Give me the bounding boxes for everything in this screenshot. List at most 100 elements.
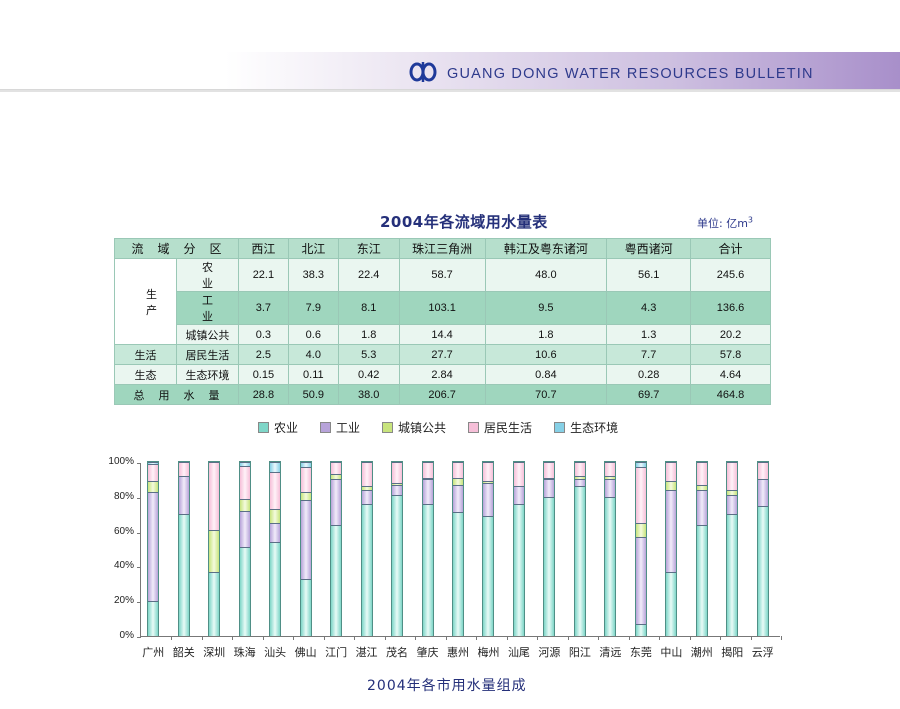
bar-segment-pub	[483, 481, 494, 483]
bulletin-title: GUANG DONG WATER RESOURCES BULLETIN	[447, 66, 814, 82]
bar-segment-ag	[239, 547, 250, 636]
bar-segment-pub	[239, 498, 250, 511]
bar-segment-pub	[635, 522, 646, 537]
cell: 9.5	[484, 291, 608, 325]
x-tick-label: 珠海	[233, 646, 256, 659]
x-tick	[262, 636, 264, 640]
bar-segment-ind	[331, 479, 342, 525]
unit-label: 单位: 亿m3	[697, 215, 754, 230]
bar-segment-ind	[422, 479, 433, 504]
legend-label: 居民生活	[484, 421, 533, 435]
x-tick-label: 肇庆	[416, 646, 439, 659]
group-cell: 生活	[114, 344, 177, 365]
x-tick-label: 阳江	[568, 646, 591, 659]
cell: 14.4	[398, 324, 486, 345]
legend-item-ag: 农业	[258, 419, 298, 436]
bar-河源	[543, 461, 556, 636]
x-tick	[781, 636, 782, 640]
bar-segment-ag	[361, 503, 372, 636]
row-label: 生态环境	[175, 364, 239, 385]
bar-潮州	[695, 461, 708, 636]
bar-segment-ind	[300, 500, 311, 579]
plot-area	[137, 461, 782, 640]
x-tick	[750, 636, 752, 640]
cell: 22.1	[237, 258, 289, 292]
bar-segment-ind	[757, 479, 768, 506]
table-total-row: 总用水量 28.8 50.9 38.0 206.7 70.7 69.7 464.…	[114, 384, 771, 405]
bar-韶关	[177, 461, 190, 636]
cell: 245.6	[690, 258, 771, 292]
x-tick-label: 汕尾	[507, 646, 530, 659]
bar-segment-res	[635, 467, 646, 523]
x-tick-label: 云浮	[751, 646, 774, 659]
legend-item-ind: 工业	[320, 419, 360, 436]
cell: 0.28	[606, 364, 692, 385]
y-tick	[137, 497, 141, 499]
cell: 464.8	[690, 384, 771, 405]
table-row: 生活 居民生活 2.5 4.0 5.3 27.7 10.6 7.7 57.8	[114, 344, 771, 365]
bar-segment-pub	[666, 481, 677, 490]
x-tick	[598, 636, 600, 640]
header-cell: 合计	[690, 238, 771, 259]
legend-swatch-icon	[382, 422, 394, 433]
bar-segment-res	[392, 462, 403, 483]
y-tick-label: 0%	[119, 630, 134, 641]
legend-swatch-icon	[554, 422, 566, 433]
x-tick-label: 梅州	[477, 646, 500, 659]
x-tick	[171, 636, 173, 640]
bar-segment-res	[605, 462, 616, 476]
table-row: 生态 生态环境 0.15 0.11 0.42 2.84 0.84 0.28 4.…	[114, 364, 771, 385]
x-tick	[689, 636, 691, 640]
bar-segment-res	[178, 462, 189, 476]
bar-segment-ag	[422, 503, 433, 636]
x-tick-label: 茂名	[386, 646, 409, 659]
bar-segment-eco	[148, 462, 159, 464]
bar-segment-pub	[453, 477, 463, 485]
x-tick	[293, 636, 295, 640]
water-bureau-logo-icon	[409, 62, 437, 82]
header-rule	[0, 90, 900, 92]
row-label: 工业	[175, 291, 239, 325]
bar-segment-ag	[483, 515, 494, 636]
cell: 4.64	[690, 364, 771, 385]
bar-segment-eco	[270, 462, 281, 473]
bar-segment-res	[422, 462, 433, 478]
bar-segment-res	[270, 472, 281, 510]
x-tick	[659, 636, 661, 640]
header-cell: 粤西诸河	[606, 238, 692, 259]
stacked-bar-chart: 0% 20% 40% 60% 80% 100% 广州 韶关 深圳 珠海 汕头 佛山 江门 湛江 茂名 肇庆 惠州…	[100, 452, 800, 667]
bar-segment-ag	[513, 503, 524, 636]
x-tick-label: 江门	[325, 646, 348, 659]
x-tick-label: 韶关	[172, 646, 195, 659]
bar-segment-res	[666, 462, 677, 482]
header-cell: 流域分区	[114, 238, 239, 259]
cell: 27.7	[398, 344, 486, 365]
table-title: 2004年各流域用水量表	[380, 213, 548, 231]
bar-segment-res	[727, 462, 738, 490]
row-label: 农业	[175, 258, 239, 292]
bar-segment-ind	[544, 479, 555, 497]
bar-segment-pub	[392, 482, 403, 485]
bar-中山	[665, 461, 678, 636]
bar-segment-ind	[270, 522, 281, 543]
legend-label: 城镇公共	[398, 421, 447, 435]
legend-item-pub: 城镇公共	[382, 419, 446, 436]
table-row: 工业 3.7 7.9 8.1 103.1 9.5 4.3 136.6	[115, 291, 771, 325]
cell: 206.7	[398, 384, 486, 405]
bar-深圳	[208, 461, 221, 636]
bar-segment-ag	[392, 495, 403, 636]
bar-segment-ag	[148, 601, 159, 636]
header-cell: 西江	[237, 238, 289, 259]
header-cell: 珠江三角洲	[398, 238, 486, 259]
cell: 69.7	[606, 384, 692, 405]
bar-segment-res	[361, 462, 372, 487]
bar-segment-pub	[696, 484, 707, 490]
bar-segment-ind	[361, 489, 372, 504]
bar-segment-pub	[727, 489, 738, 496]
bar-segment-res	[574, 462, 585, 476]
bar-揭阳	[726, 461, 739, 636]
cell: 0.15	[237, 364, 289, 385]
bar-segment-pub	[148, 481, 159, 492]
legend-swatch-icon	[468, 422, 480, 433]
header-band	[0, 52, 900, 92]
